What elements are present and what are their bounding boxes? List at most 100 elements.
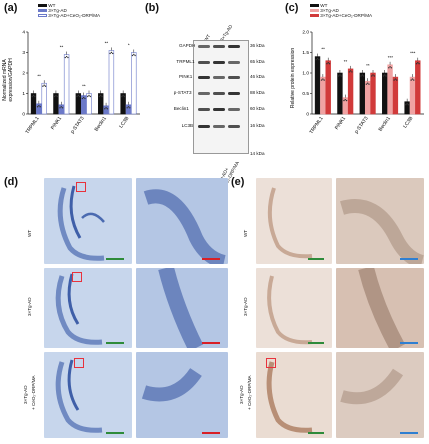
panel-a-ylabel-line1: Normalized mRNA (2, 59, 8, 101)
bar-trpml1-s2 (325, 60, 331, 115)
row-label-tgad-d: 3×Tg-AD (27, 297, 32, 316)
panel-d-label: (d) (4, 176, 19, 188)
blot-kda-label: 16 kDa (250, 123, 265, 128)
data-point (415, 63, 418, 65)
data-point (390, 67, 393, 69)
significance-mark: *** (388, 55, 394, 60)
scale-bar-green-2 (106, 342, 124, 344)
legend-label-tgad-c: 3×Tg-AD (320, 8, 339, 13)
row-label-treat-d-2: + CeO₂-DRP/MA (31, 375, 36, 410)
data-point (43, 84, 45, 86)
legend-swatch-tgad-c (310, 9, 319, 13)
data-point (384, 74, 386, 76)
data-point (65, 55, 68, 58)
data-point (87, 95, 89, 98)
bar-beclin1-s2 (392, 76, 399, 115)
data-point (32, 94, 35, 97)
bar-trpml1-s2 (41, 82, 47, 115)
significance-mark: *** (410, 51, 416, 56)
data-point (323, 79, 325, 81)
bar-beclin1-s0 (382, 72, 388, 115)
significance-mark: * (128, 43, 130, 48)
row-label-wt-d: WT (27, 229, 32, 237)
data-point (345, 99, 348, 102)
blot-kda-label: 65 kDa (250, 59, 265, 64)
data-point (368, 83, 370, 85)
data-point (105, 107, 107, 109)
data-point (413, 79, 415, 81)
ihc-overview-wt (256, 178, 332, 264)
row-label-treat-d-1: 3×Tg-AD (23, 385, 28, 404)
bar-pink1-s2 (63, 54, 70, 115)
roi-box-treat-e (266, 358, 276, 368)
ihc-overview-tgad (256, 268, 332, 348)
y-tick-label: 2.0 (302, 30, 309, 36)
significance-mark: ** (321, 47, 325, 52)
roi-box-wt-d (76, 182, 86, 192)
nissl-overview-treat (44, 352, 132, 438)
data-point (418, 63, 420, 65)
bar-pink1-s0 (337, 72, 343, 115)
ihc-zoom-tgad (336, 268, 424, 348)
panel-a-ylabel-line2: expression/GAPDH (8, 58, 14, 102)
data-point (388, 67, 390, 69)
western-blot (193, 40, 249, 154)
data-point (417, 62, 419, 64)
panel-c-x-labels: TRPML1 PINK1 p-STAT3 Beclin1 LC3B (309, 115, 415, 135)
nissl-zoom-tgad (136, 268, 228, 348)
blot-protein-label: LC3B (181, 123, 194, 128)
significance-mark: ** (37, 73, 41, 78)
data-point (64, 56, 67, 59)
data-point (348, 71, 351, 73)
ihc-zoom-wt (336, 178, 424, 264)
data-point (327, 62, 329, 64)
y-tick-label: 4 (22, 30, 25, 36)
data-point (121, 95, 123, 98)
blot-band (213, 45, 225, 48)
bar-lc3b-s2 (415, 60, 421, 115)
data-point (407, 104, 410, 106)
bar-trpml1-s0 (314, 56, 321, 115)
data-point (349, 70, 352, 72)
data-point (109, 52, 111, 55)
data-point (340, 75, 342, 77)
ihc-overview-treat (256, 352, 332, 438)
blot-band (228, 125, 240, 128)
data-point (100, 94, 102, 97)
x-tick-label: PINK1 (50, 116, 63, 131)
scale-bar-green-3 (106, 432, 124, 434)
panel-e-label: (e) (231, 176, 245, 188)
x-tick-label: Beclin1 (378, 116, 392, 133)
data-point (129, 107, 131, 109)
data-point (394, 78, 397, 80)
scale-bar-blue-3 (400, 432, 418, 434)
panel-a-bars: ******** * (30, 40, 137, 115)
legend-label-wt-c: WT (320, 3, 328, 8)
blot-band (198, 45, 210, 48)
data-point (106, 108, 109, 110)
nissl-overview-wt (44, 178, 132, 264)
data-point (322, 78, 324, 80)
data-point (112, 52, 114, 55)
blot-band (198, 61, 210, 64)
data-point (326, 63, 328, 65)
data-point (59, 107, 61, 109)
legend-label-tgad: 3×Tg-AD (48, 8, 67, 13)
data-point (316, 57, 319, 60)
scale-bar-blue (400, 258, 418, 260)
panel-c-label: (c) (285, 2, 299, 14)
data-point (126, 107, 128, 109)
scale-bar-green-e3 (308, 432, 324, 434)
blot-band (198, 108, 210, 111)
row-label-tgad-e: 3×Tg-AD (243, 297, 248, 316)
y-tick-label: 1.0 (302, 71, 309, 77)
data-point (343, 99, 345, 102)
scale-bar-red-2 (202, 342, 220, 344)
data-point (42, 85, 44, 87)
data-point (104, 108, 106, 110)
x-tick-label: Beclin1 (94, 116, 108, 133)
blot-protein-label: Beclin1 (173, 106, 189, 111)
data-point (133, 53, 135, 56)
y-tick-label: 1 (22, 91, 25, 97)
panel-a-x-labels: TRPML1 PINK1 p-STAT3 Beclin1 LC3B (25, 115, 131, 135)
